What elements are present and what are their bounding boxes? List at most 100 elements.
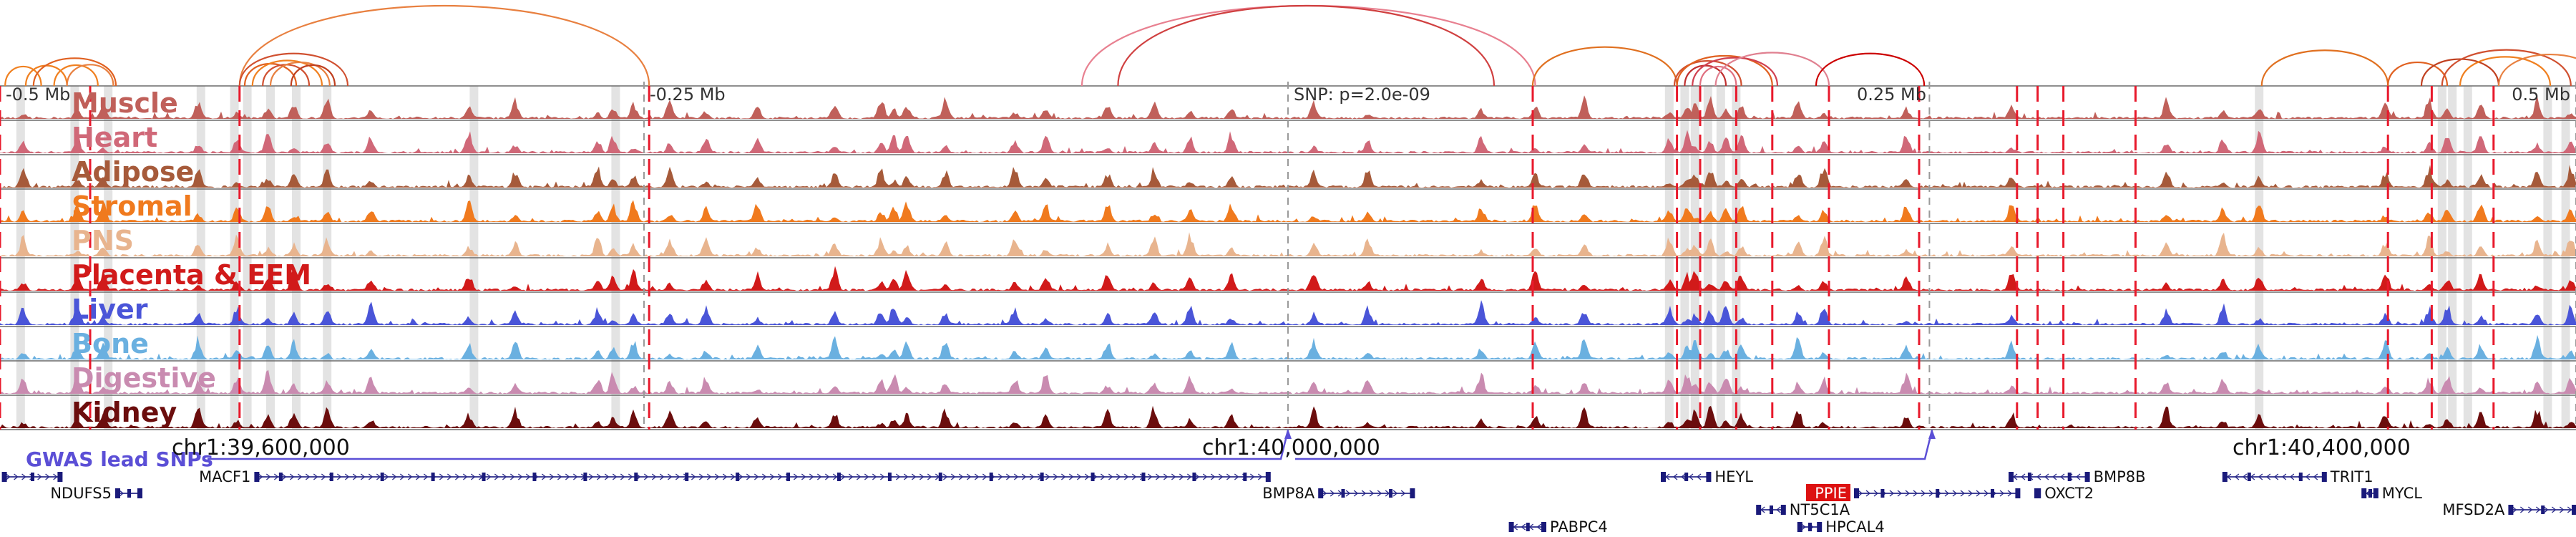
track-label-0: Muscle bbox=[72, 87, 178, 119]
strand-chevron bbox=[698, 473, 704, 480]
strand-chevron bbox=[675, 473, 680, 480]
loop-arc bbox=[269, 61, 331, 87]
gene-label: TRIT1 bbox=[2330, 468, 2373, 485]
strand-chevron bbox=[596, 473, 602, 480]
strand-chevron bbox=[2258, 473, 2263, 480]
coordinate-label: chr1:40,000,000 bbox=[1202, 435, 1380, 460]
strand-chevron bbox=[1369, 490, 1375, 497]
loop-arc bbox=[66, 64, 114, 87]
strand-chevron bbox=[1921, 490, 1926, 497]
strand-chevron bbox=[321, 473, 326, 480]
gene-exon bbox=[482, 473, 486, 481]
gene-exon bbox=[736, 473, 740, 481]
loop-arc bbox=[1692, 57, 1779, 87]
gene-exon bbox=[1508, 522, 1514, 532]
gene-exon bbox=[115, 488, 120, 498]
strand-chevron bbox=[21, 473, 26, 480]
gene-exon bbox=[532, 473, 537, 481]
strand-chevron bbox=[2512, 506, 2517, 513]
gene-exon bbox=[2036, 488, 2041, 498]
gene-label: MYCL bbox=[2382, 485, 2422, 502]
coordinate-label: chr1:40,400,000 bbox=[2233, 435, 2411, 460]
strand-chevron bbox=[1257, 473, 1263, 480]
strand-chevron bbox=[1960, 490, 1966, 497]
gene-exon bbox=[1808, 523, 1812, 531]
strand-chevron bbox=[958, 473, 964, 480]
strand-chevron bbox=[344, 473, 350, 480]
strand-chevron bbox=[1330, 490, 1335, 497]
loop-arc bbox=[4, 65, 42, 87]
gene-exon bbox=[1770, 505, 1773, 514]
strand-chevron bbox=[2044, 473, 2049, 480]
strand-chevron bbox=[714, 473, 720, 480]
strand-chevron bbox=[1005, 473, 1011, 480]
gene-exon bbox=[1243, 473, 1247, 481]
loop-arc bbox=[32, 57, 117, 87]
strand-chevron bbox=[1928, 490, 1934, 497]
strand-chevron bbox=[974, 473, 980, 480]
loop-arc bbox=[2459, 56, 2552, 87]
strand-chevron bbox=[1776, 506, 1781, 513]
gene-label: MFSD2A bbox=[2442, 501, 2505, 518]
strand-chevron bbox=[2020, 473, 2026, 480]
strand-chevron bbox=[588, 473, 594, 480]
strand-chevron bbox=[565, 473, 570, 480]
loop-arc bbox=[238, 52, 349, 87]
gene-exon bbox=[2009, 472, 2014, 482]
gene-exon bbox=[1265, 472, 1271, 482]
strand-chevron bbox=[336, 473, 342, 480]
strand-chevron bbox=[502, 473, 507, 480]
loop-arc bbox=[2260, 49, 2389, 87]
signal-track-0 bbox=[0, 95, 2576, 119]
strand-chevron bbox=[824, 473, 830, 480]
strand-chevron bbox=[439, 473, 444, 480]
strand-chevron bbox=[2519, 506, 2525, 513]
signal-track-9 bbox=[0, 405, 2576, 428]
gene-macf1: MACF1 bbox=[199, 468, 1271, 485]
strand-chevron bbox=[462, 473, 468, 480]
strand-chevron bbox=[1688, 473, 1694, 480]
strand-chevron bbox=[1068, 473, 1074, 480]
gene-exon bbox=[31, 473, 34, 481]
strand-chevron bbox=[1984, 490, 1989, 497]
gene-exon bbox=[1797, 522, 1802, 532]
gwas-connector bbox=[208, 430, 1289, 460]
gene-in1: IN1 bbox=[1, 472, 63, 482]
track-label-9: Kidney bbox=[72, 397, 177, 428]
strand-chevron bbox=[1029, 473, 1035, 480]
gwas-snp-marker bbox=[1928, 429, 1936, 439]
scale-tick-label: 0.25 Mb bbox=[1857, 84, 1926, 105]
gene-exon bbox=[254, 472, 260, 482]
strand-chevron bbox=[2242, 473, 2248, 480]
strand-chevron bbox=[2265, 473, 2271, 480]
track-label-8: Digestive bbox=[72, 362, 216, 394]
strand-chevron bbox=[1186, 473, 1192, 480]
gene-label: NDUFS5 bbox=[50, 485, 112, 502]
strand-chevron bbox=[1952, 490, 1958, 497]
gene-label: HEYL bbox=[1714, 468, 1753, 485]
gene-exon bbox=[836, 473, 841, 481]
gene-oxct2: OXCT2 bbox=[2034, 485, 2094, 502]
gene-label: BMP8B bbox=[2094, 468, 2146, 485]
scale-axis: -0.5 Mb -0.25 Mb SNP: p=2.0e-09 0.25 Mb 0.5 … bbox=[6, 84, 2570, 105]
gene-bmp8b: BMP8B bbox=[2009, 468, 2146, 485]
strand-chevron bbox=[1353, 490, 1359, 497]
strand-chevron bbox=[2535, 506, 2541, 513]
gene-exon bbox=[137, 488, 142, 498]
gene-label: BMP8A bbox=[1262, 485, 1315, 502]
gene-exon bbox=[1341, 489, 1345, 498]
gene-label: PABPC4 bbox=[1550, 518, 1608, 536]
strand-chevron bbox=[1913, 490, 1918, 497]
strand-chevron bbox=[2567, 506, 2572, 513]
gene-exon bbox=[1991, 489, 1994, 498]
gene-exon bbox=[2541, 505, 2545, 514]
gene-exon bbox=[1880, 489, 1885, 498]
signal-tracks bbox=[0, 95, 2576, 428]
gene-exon bbox=[278, 473, 283, 481]
strand-chevron bbox=[6, 473, 11, 480]
gene-exon bbox=[2508, 505, 2514, 515]
strand-chevron bbox=[816, 473, 822, 480]
strand-chevron bbox=[864, 473, 869, 480]
